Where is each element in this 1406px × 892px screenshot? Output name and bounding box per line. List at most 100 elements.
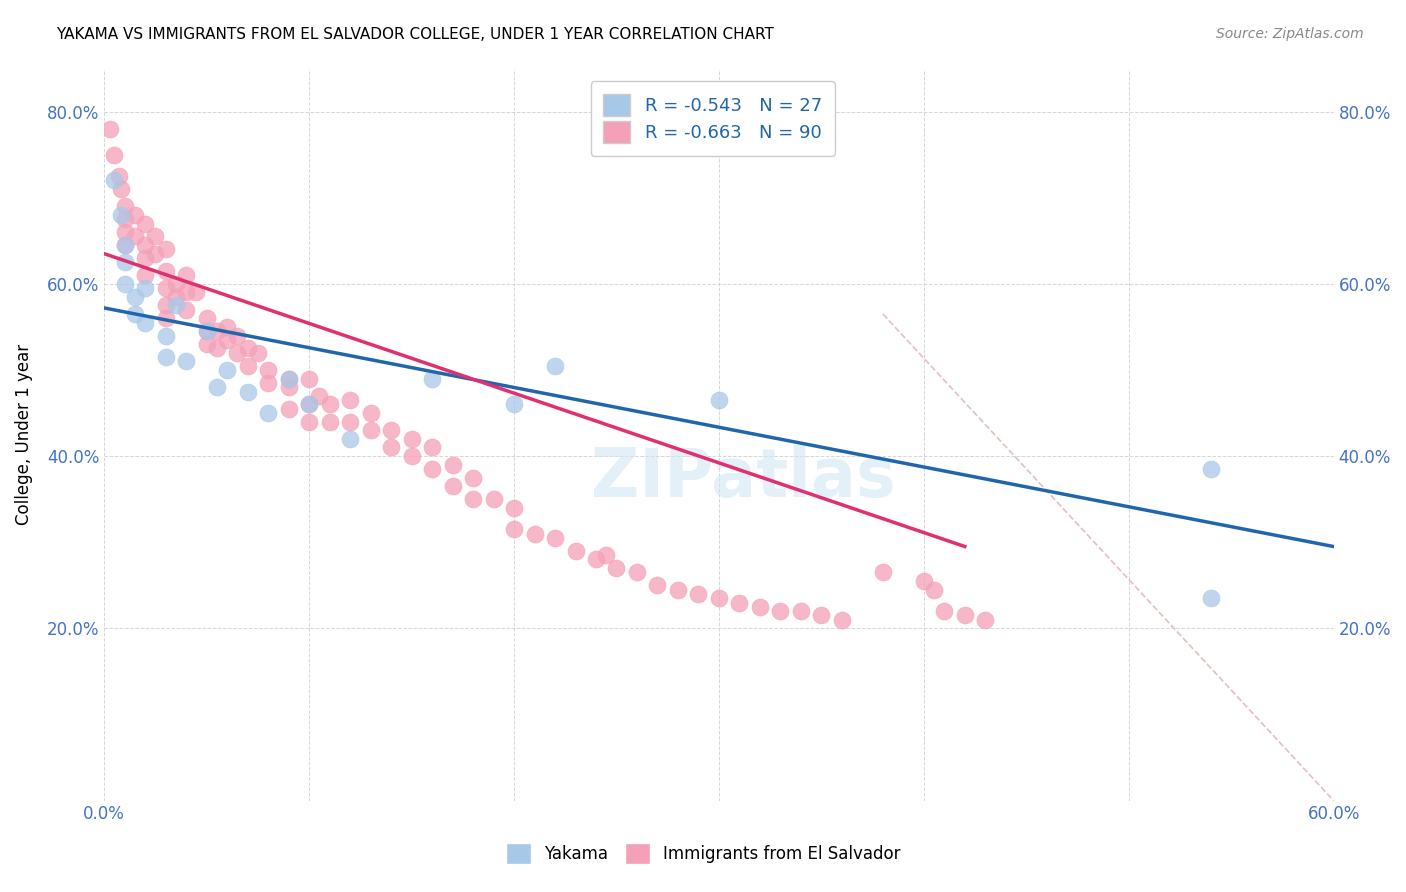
Point <box>728 595 751 609</box>
Point <box>114 255 136 269</box>
Point <box>380 441 402 455</box>
Point <box>503 397 526 411</box>
Point <box>155 264 177 278</box>
Point <box>195 337 218 351</box>
Point <box>155 281 177 295</box>
Point <box>605 561 627 575</box>
Point <box>195 324 218 338</box>
Point <box>748 599 770 614</box>
Point <box>564 544 586 558</box>
Point <box>420 462 443 476</box>
Point <box>318 415 340 429</box>
Point <box>174 268 197 283</box>
Point <box>257 376 280 390</box>
Point <box>205 324 228 338</box>
Point <box>339 432 361 446</box>
Point <box>155 350 177 364</box>
Point <box>124 307 146 321</box>
Point <box>339 415 361 429</box>
Point <box>380 423 402 437</box>
Point <box>461 492 484 507</box>
Point <box>134 268 156 283</box>
Point <box>360 423 382 437</box>
Point <box>114 238 136 252</box>
Point <box>107 169 129 184</box>
Point <box>226 345 249 359</box>
Point <box>100 121 122 136</box>
Point <box>503 522 526 536</box>
Point <box>790 604 813 618</box>
Point <box>155 328 177 343</box>
Point <box>195 311 218 326</box>
Point <box>953 608 976 623</box>
Point <box>217 363 239 377</box>
Point <box>145 246 167 260</box>
Point <box>544 531 567 545</box>
Point <box>124 208 146 222</box>
Text: YAKAMA VS IMMIGRANTS FROM EL SALVADOR COLLEGE, UNDER 1 YEAR CORRELATION CHART: YAKAMA VS IMMIGRANTS FROM EL SALVADOR CO… <box>56 27 775 42</box>
Point <box>110 208 132 222</box>
Point <box>810 608 832 623</box>
Point <box>186 285 208 300</box>
Point <box>134 316 156 330</box>
Point <box>707 591 730 606</box>
Point <box>257 363 280 377</box>
Point <box>922 582 945 597</box>
Point <box>707 393 730 408</box>
Point <box>934 604 956 618</box>
Point <box>298 397 321 411</box>
Point <box>195 324 218 338</box>
Point <box>103 147 125 161</box>
Point <box>595 548 617 562</box>
Point <box>114 199 136 213</box>
Point <box>134 217 156 231</box>
Point <box>114 238 136 252</box>
Point <box>308 389 330 403</box>
Point <box>257 406 280 420</box>
Point <box>236 342 259 356</box>
Point <box>103 173 125 187</box>
Legend: Yakama, Immigrants from El Salvador: Yakama, Immigrants from El Salvador <box>499 837 907 871</box>
Point <box>482 492 505 507</box>
Point <box>110 182 132 196</box>
Point <box>174 302 197 317</box>
Point <box>298 415 321 429</box>
Point <box>401 449 423 463</box>
Point <box>585 552 607 566</box>
Point <box>134 238 156 252</box>
Point <box>360 406 382 420</box>
Point <box>174 285 197 300</box>
Point <box>912 574 935 588</box>
Point <box>217 333 239 347</box>
Point <box>277 380 299 394</box>
Point <box>205 342 228 356</box>
Point <box>236 384 259 399</box>
Point <box>277 371 299 385</box>
Point <box>1199 591 1222 606</box>
Point <box>503 500 526 515</box>
Point <box>298 397 321 411</box>
Point <box>441 479 464 493</box>
Point <box>155 311 177 326</box>
Point <box>246 345 269 359</box>
Point <box>401 432 423 446</box>
Point <box>134 281 156 295</box>
Point <box>318 397 340 411</box>
Point <box>236 359 259 373</box>
Point <box>420 441 443 455</box>
Text: Source: ZipAtlas.com: Source: ZipAtlas.com <box>1216 27 1364 41</box>
Point <box>226 328 249 343</box>
Point <box>124 290 146 304</box>
Y-axis label: College, Under 1 year: College, Under 1 year <box>15 344 32 525</box>
Point <box>145 229 167 244</box>
Point <box>688 587 710 601</box>
Point <box>205 380 228 394</box>
Point <box>441 458 464 472</box>
Point <box>165 298 187 312</box>
Legend: R = -0.543   N = 27, R = -0.663   N = 90: R = -0.543 N = 27, R = -0.663 N = 90 <box>591 81 835 156</box>
Point <box>165 277 187 291</box>
Point <box>124 229 146 244</box>
Point <box>155 243 177 257</box>
Point <box>134 251 156 265</box>
Point <box>174 354 197 368</box>
